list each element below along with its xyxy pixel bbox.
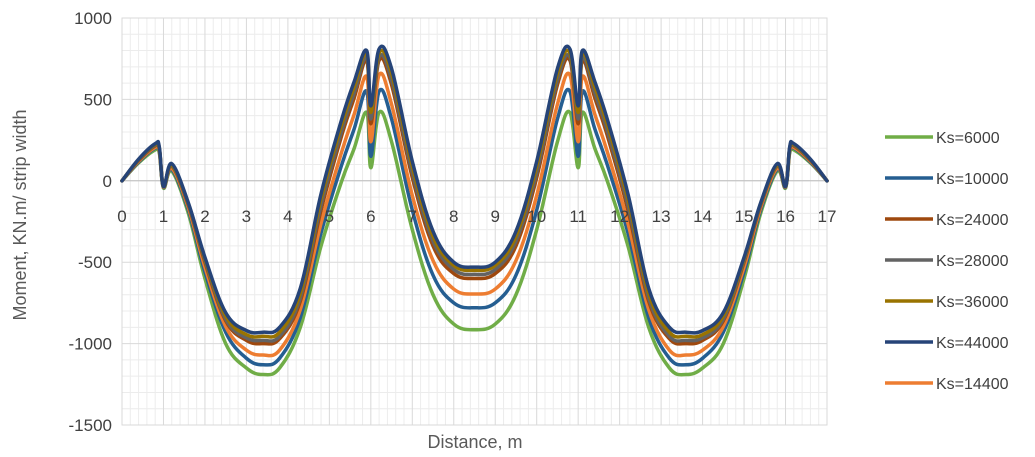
legend-label: Ks=24000	[936, 212, 1009, 229]
legend-item: Ks=24000	[885, 212, 1009, 229]
legend-label: Ks=36000	[936, 294, 1009, 311]
plot-area-border	[121, 17, 828, 426]
legend-label: Ks=44000	[936, 335, 1009, 352]
x-tick-label: 0	[117, 207, 126, 226]
x-tick-label: 10	[527, 207, 546, 226]
x-tick-label: 6	[366, 207, 375, 226]
major-grid	[122, 18, 827, 425]
x-tick-label: 2	[200, 207, 209, 226]
series-line-ks-24000	[120, 56, 829, 346]
plot-border-rect	[121, 17, 828, 426]
x-tick-label: 5	[325, 207, 334, 226]
x-tick-label: 9	[491, 207, 500, 226]
y-tick-label: -500	[78, 253, 112, 272]
y-axis-title: Moment, KN.m/ strip width	[10, 109, 30, 320]
legend-label: Ks=6000	[936, 130, 1000, 147]
series-line-ks-28000	[120, 52, 829, 343]
x-tick-label: 17	[818, 207, 837, 226]
series-line-ks-6000	[120, 109, 829, 377]
y-tick-label: 0	[103, 172, 112, 191]
x-tick-label: 11	[569, 207, 587, 226]
x-tick-label: 8	[449, 207, 458, 226]
legend: Ks=6000 Ks=10000 Ks=24000 Ks=28000 Ks=36000 K…	[885, 130, 1009, 393]
x-tick-label: 13	[652, 207, 671, 226]
legend-item: Ks=14400	[885, 376, 1009, 393]
y-tick-label: -1500	[69, 416, 112, 435]
legend-item: Ks=28000	[885, 253, 1009, 270]
legend-label: Ks=10000	[936, 171, 1009, 188]
x-tick-label: 7	[408, 207, 417, 226]
legend-item: Ks=36000	[885, 294, 1009, 311]
legend-item: Ks=44000	[885, 335, 1009, 352]
x-tick-label: 3	[242, 207, 251, 226]
legend-label: Ks=28000	[936, 253, 1009, 270]
y-tick-label: 500	[84, 90, 112, 109]
x-tick-label: 4	[283, 207, 292, 226]
x-tick-label: 16	[776, 207, 795, 226]
x-tick-label: 15	[735, 207, 754, 226]
x-tick-label: 12	[610, 207, 629, 226]
x-tick-label: 1	[159, 207, 168, 226]
x-tick-label: 14	[693, 207, 712, 226]
minor-grid	[122, 18, 827, 425]
y-tick-label: 1000	[74, 9, 112, 28]
x-axis-title: Distance, m	[427, 432, 522, 452]
legend-item: Ks=6000	[885, 130, 1000, 147]
series-lines	[120, 44, 829, 377]
series-line-ks-14400	[120, 71, 829, 358]
y-tick-labels: 1000 500 0 -500 -1000 -1500	[69, 9, 112, 435]
x-tick-labels: 0 1 2 3 4 5 6 7 8 9 10 11 12 13 14 15 16 17	[117, 207, 836, 226]
series-line-ks-10000	[120, 87, 829, 367]
legend-label: Ks=14400	[936, 376, 1009, 393]
series-line-ks-44000	[120, 44, 829, 335]
legend-item: Ks=10000	[885, 171, 1009, 188]
y-tick-label: -1000	[69, 335, 112, 354]
